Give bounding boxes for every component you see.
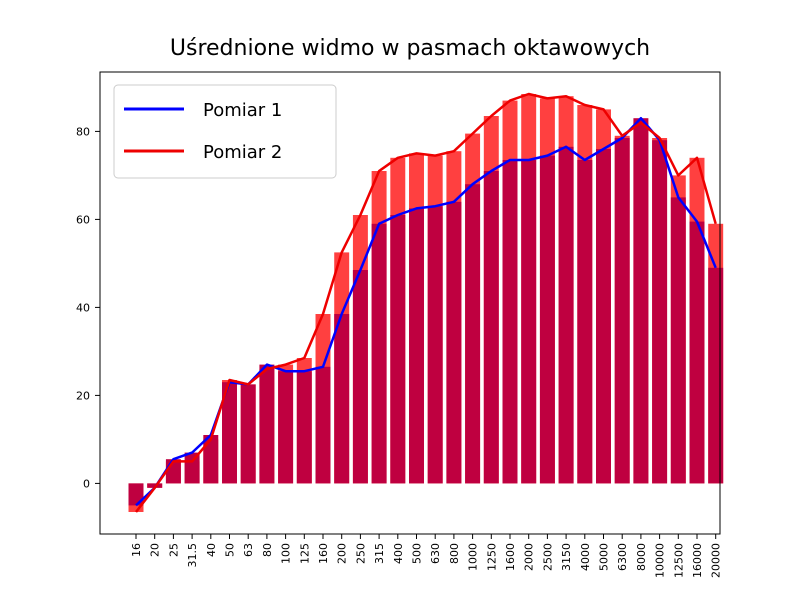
bar-series-1-12500 — [670, 197, 686, 484]
x-tick-label: 160 — [317, 543, 330, 564]
x-tick-label: 8000 — [635, 543, 648, 571]
bar-series-1-8000 — [633, 118, 649, 484]
legend-label-series-2: Pomiar 2 — [203, 142, 282, 163]
x-tick-label: 31.5 — [186, 543, 199, 568]
x-tick-label: 250 — [354, 543, 367, 564]
x-tick-label: 4000 — [579, 543, 592, 571]
bar-series-1-250 — [352, 270, 368, 484]
bar-series-1-16000 — [689, 221, 705, 484]
bar-series-1-630 — [427, 206, 443, 484]
bar-series-1-100 — [278, 371, 294, 484]
x-tick-label: 25 — [167, 543, 180, 557]
bar-series-1-40 — [203, 435, 219, 484]
x-tick-label: 125 — [298, 543, 311, 564]
x-tick-label: 63 — [242, 543, 255, 557]
bar-series-1-315 — [371, 223, 387, 484]
x-tick-label: 200 — [336, 543, 349, 564]
x-tick-label: 2500 — [541, 543, 554, 571]
bar-series-1-3150 — [558, 146, 574, 484]
series-lines — [135, 92, 717, 513]
bar-series-1-125 — [296, 371, 312, 484]
bar-series-1-80 — [259, 364, 275, 484]
x-tick-label: 12500 — [672, 543, 685, 578]
bar-series-1-20000 — [708, 267, 724, 484]
y-tick-label: 60 — [76, 213, 90, 226]
x-tick-label: 315 — [373, 543, 386, 564]
bar-series-1-200 — [334, 314, 350, 484]
bar-series-1-31.5 — [184, 452, 200, 484]
bar-series-1-500 — [409, 208, 424, 484]
y-tick-label: 0 — [83, 477, 90, 490]
x-tick-label: 20 — [149, 543, 162, 557]
y-tick-label: 20 — [76, 389, 90, 402]
bar-series-1-16 — [128, 483, 144, 506]
x-axis: 16 20 25 31.5 40 50 63 80 100 125 160 200 250 315 400 5… — [130, 534, 723, 578]
line-series-2 — [135, 92, 717, 513]
x-tick-label: 40 — [205, 543, 218, 557]
bar-series-1-5000 — [596, 149, 611, 484]
plot-area-frame — [99, 71, 721, 535]
x-tick-label: 3150 — [560, 543, 573, 571]
bar-series-1-1000 — [465, 184, 481, 484]
bar-series-1-63 — [240, 384, 256, 484]
bar-series-1-50 — [222, 382, 237, 484]
bar-series-1-10000 — [652, 140, 668, 484]
bar-series-1-1600 — [502, 160, 518, 484]
x-tick-label: 5000 — [598, 543, 611, 571]
y-tick-label: 40 — [76, 301, 90, 314]
legend-box — [113, 84, 337, 179]
x-tick-label: 10000 — [654, 543, 667, 578]
x-tick-label: 50 — [224, 543, 237, 557]
bars-series-1 — [128, 118, 724, 506]
x-tick-label: 400 — [392, 543, 405, 564]
x-tick-label: 800 — [448, 543, 461, 564]
y-axis: 0 20 40 60 80 — [76, 125, 100, 490]
x-tick-label: 16 — [130, 543, 143, 557]
legend: Pomiar 1 Pomiar 2 — [113, 84, 337, 179]
x-tick-label: 80 — [261, 543, 274, 557]
x-tick-label: 500 — [411, 543, 424, 564]
bar-series-1-400 — [390, 215, 406, 484]
bar-series-1-1250 — [483, 171, 499, 484]
x-tick-label: 16000 — [691, 543, 704, 578]
bar-series-1-800 — [446, 201, 462, 484]
x-tick-label: 100 — [280, 543, 293, 564]
x-tick-label: 1250 — [485, 543, 498, 571]
legend-label-series-1: Pomiar 1 — [203, 100, 282, 121]
y-tick-label: 80 — [76, 125, 90, 138]
bar-series-1-6300 — [614, 138, 630, 484]
x-tick-label: 6300 — [616, 543, 629, 571]
x-tick-label: 1000 — [467, 543, 480, 571]
x-tick-label: 1600 — [504, 543, 517, 571]
x-tick-label: 20000 — [710, 543, 723, 578]
bar-series-1-2000 — [521, 160, 537, 484]
bar-series-1-2500 — [539, 155, 555, 484]
chart-title: Uśrednione widmo w pasmach oktawowych — [170, 36, 650, 61]
x-tick-label: 630 — [429, 543, 442, 564]
x-tick-label: 2000 — [523, 543, 536, 571]
bar-series-1-160 — [315, 366, 331, 484]
bar-series-1-4000 — [577, 160, 593, 484]
line-series-1 — [135, 116, 717, 507]
